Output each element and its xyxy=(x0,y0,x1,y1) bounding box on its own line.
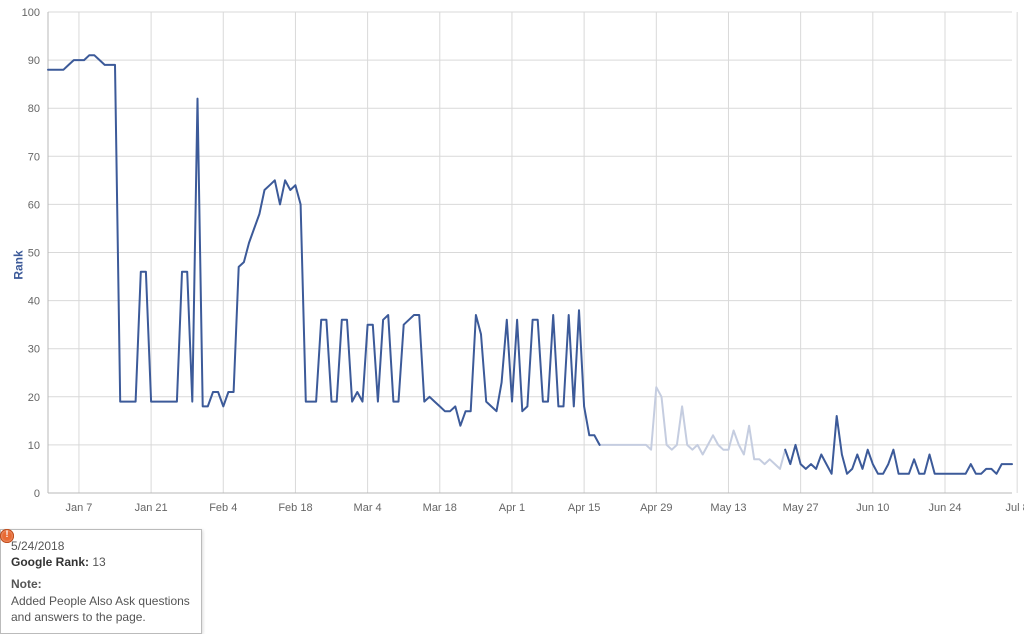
svg-text:Apr 15: Apr 15 xyxy=(568,502,600,514)
svg-text:Mar 18: Mar 18 xyxy=(423,502,457,514)
svg-text:80: 80 xyxy=(28,103,40,115)
tooltip-date: 5/24/2018 xyxy=(11,538,191,554)
rank-line-chart: 0 10 20 30 40 50 60 70 80 90 100 Jan 7 Jan 21 Feb 4 Fe… xyxy=(0,0,1024,529)
svg-text:Jul 8: Jul 8 xyxy=(1006,502,1024,514)
tooltip-note-label: Note: xyxy=(11,576,191,592)
svg-text:0: 0 xyxy=(34,488,40,500)
svg-text:Mar 4: Mar 4 xyxy=(354,502,382,514)
svg-text:60: 60 xyxy=(28,199,40,211)
y-axis-label: Rank xyxy=(12,250,26,279)
svg-text:Apr 29: Apr 29 xyxy=(640,502,672,514)
svg-text:May 13: May 13 xyxy=(710,502,746,514)
tooltip-rank-label: Google Rank: xyxy=(11,555,89,569)
svg-text:70: 70 xyxy=(28,151,40,163)
tooltip-note-text: Added People Also Ask questions and answ… xyxy=(11,593,191,625)
annotation-marker-icon[interactable] xyxy=(0,529,14,543)
svg-text:30: 30 xyxy=(28,344,40,356)
svg-text:Jan 7: Jan 7 xyxy=(65,502,92,514)
svg-text:50: 50 xyxy=(28,248,40,260)
svg-text:Jan 21: Jan 21 xyxy=(135,502,168,514)
tooltip-rank-value: 13 xyxy=(92,555,105,569)
svg-text:90: 90 xyxy=(28,55,40,67)
svg-text:Feb 4: Feb 4 xyxy=(209,502,237,514)
tooltip-rank-line: Google Rank: 13 xyxy=(11,554,191,570)
svg-text:100: 100 xyxy=(22,7,40,19)
svg-text:Apr 1: Apr 1 xyxy=(499,502,525,514)
svg-text:Feb 18: Feb 18 xyxy=(278,502,312,514)
svg-text:40: 40 xyxy=(28,296,40,308)
svg-text:Jun 10: Jun 10 xyxy=(856,502,889,514)
svg-text:May 27: May 27 xyxy=(783,502,819,514)
svg-text:10: 10 xyxy=(28,440,40,452)
svg-text:20: 20 xyxy=(28,392,40,404)
chart-tooltip: 5/24/2018 Google Rank: 13 Note: Added Pe… xyxy=(0,529,202,634)
svg-text:Jun 24: Jun 24 xyxy=(928,502,961,514)
chart-container: Rank 0 10 20 30 40 50 60 70 80 90 100 Jan 7 Jan 21 Fe… xyxy=(0,0,1024,529)
